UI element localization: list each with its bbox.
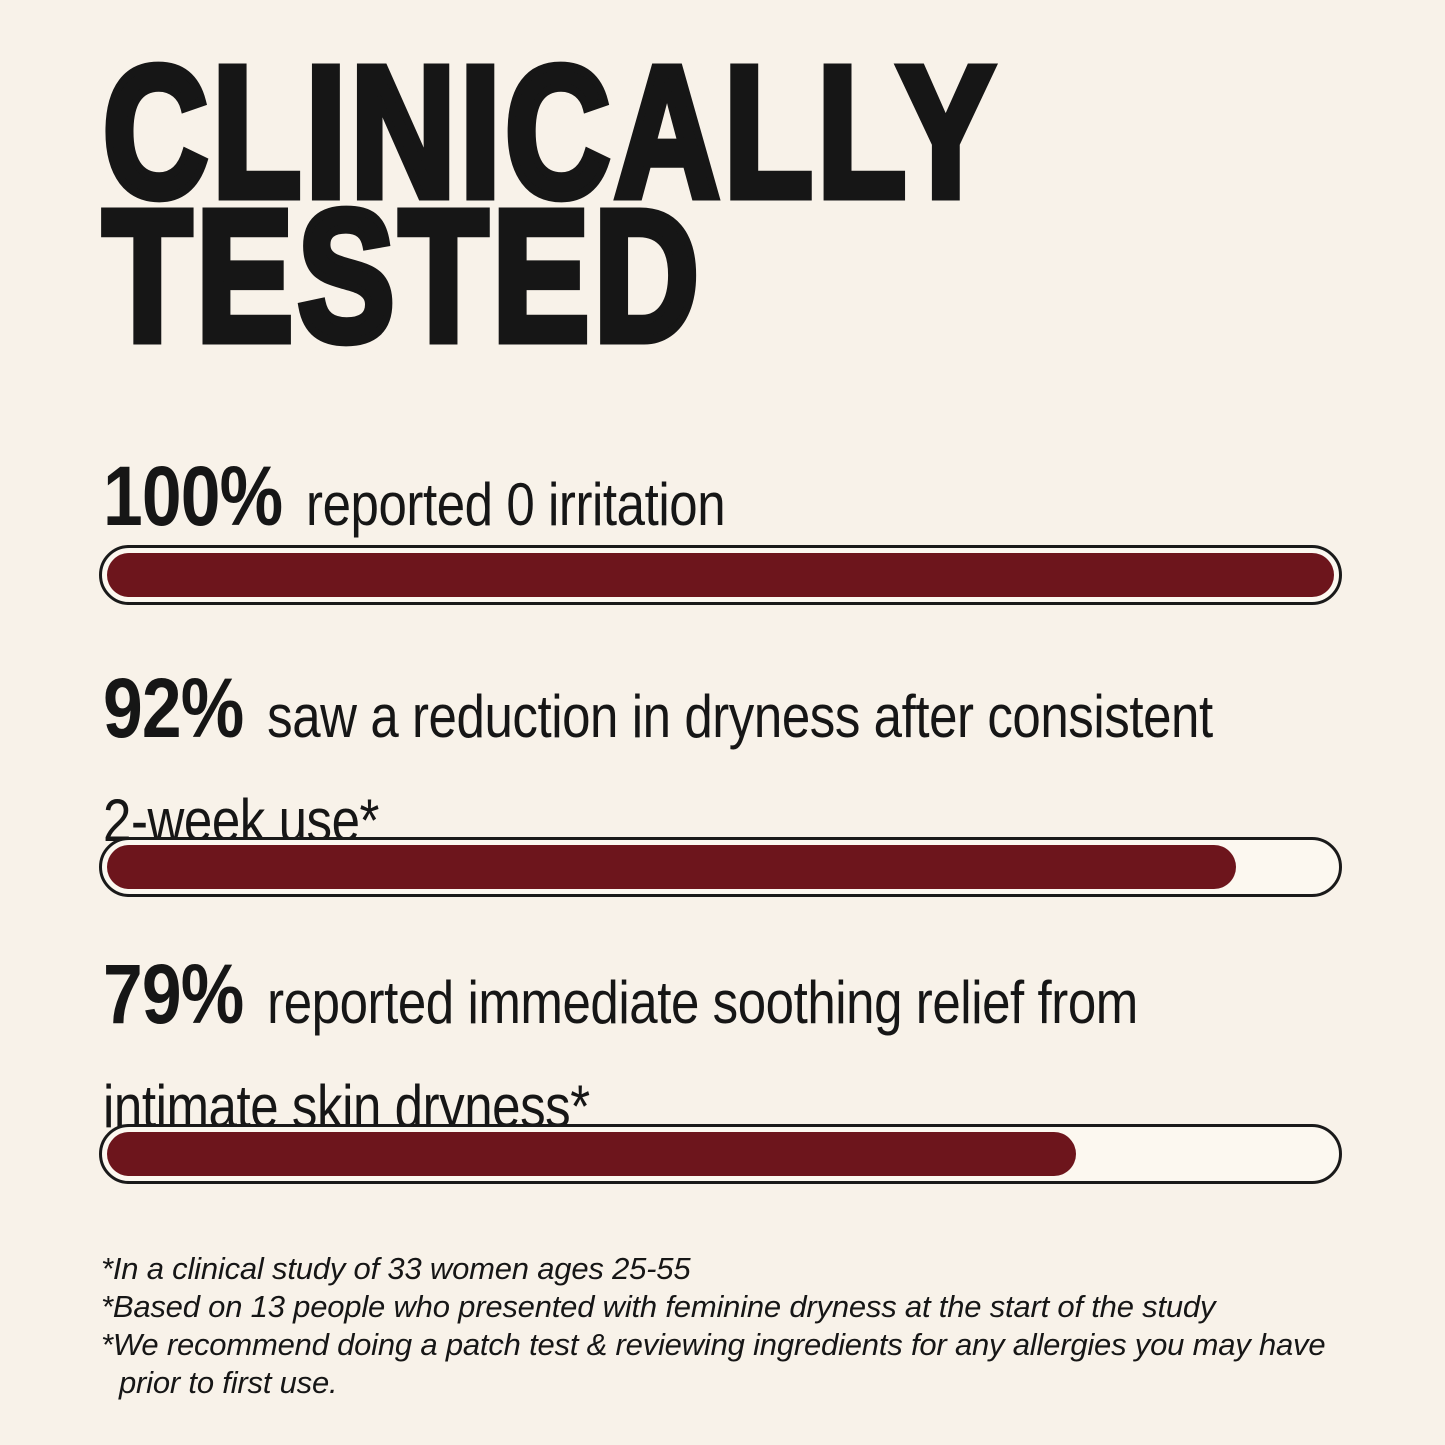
stat-row-soothing-relief: 79% reported immediate soothing relief fr…	[103, 950, 1138, 1151]
stat-row-irritation: 100% reported 0 irritation	[103, 449, 726, 565]
progress-bar-fill	[107, 1132, 1077, 1176]
progress-bar-track	[99, 545, 1342, 605]
footnotes: *In a clinical study of 33 women ages 25…	[101, 1250, 1356, 1402]
stat-value: 92%	[103, 661, 244, 755]
stat-description: reported immediate soothing relief from	[267, 969, 1138, 1036]
stat-value: 100%	[103, 449, 283, 543]
progress-bar-track	[99, 837, 1342, 897]
progress-bar-fill	[107, 845, 1236, 889]
progress-bar-track	[99, 1124, 1342, 1184]
stat-row-dryness-reduction: 92% saw a reduction in dryness after cons…	[103, 664, 1213, 865]
progress-bar-fill	[107, 553, 1334, 597]
footnote: *We recommend doing a patch test & revie…	[101, 1327, 1326, 1400]
footnote: *In a clinical study of 33 women ages 25…	[101, 1251, 691, 1286]
title-line-1: CLINICALLY	[99, 29, 999, 236]
page-title: CLINICALLY TESTED	[99, 29, 1251, 380]
stat-description: saw a reduction in dryness after consist…	[267, 683, 1213, 750]
title-line-2: TESTED	[99, 173, 704, 380]
stat-value: 79%	[103, 947, 244, 1041]
stat-description: reported 0 irritation	[306, 471, 726, 538]
footnote: *Based on 13 people who presented with f…	[101, 1289, 1216, 1324]
